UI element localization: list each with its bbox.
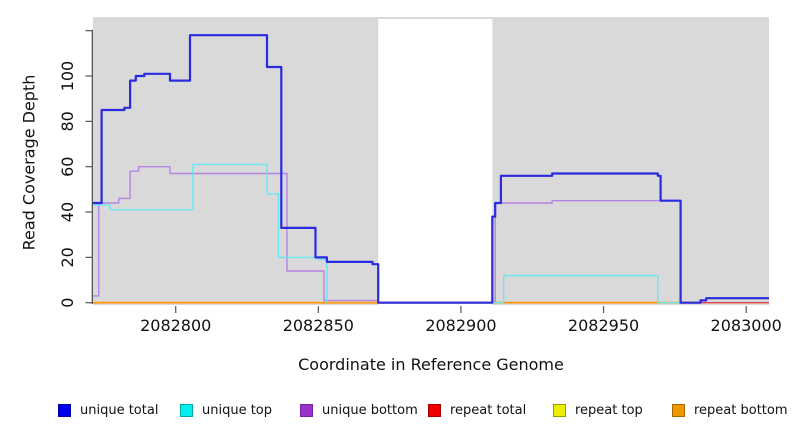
legend-item-repeat-bottom: repeat bottom — [672, 402, 788, 418]
x-tick-label: 2082850 — [283, 316, 354, 335]
legend-swatch-icon — [300, 403, 313, 417]
legend-item-unique-top: unique top — [180, 402, 272, 418]
y-axis-title: Read Coverage Depth — [19, 74, 39, 251]
legend-item-unique-total: unique total — [58, 402, 158, 418]
legend-label: unique total — [80, 402, 159, 418]
legend-item-repeat-total: repeat total — [428, 402, 526, 418]
legend-item-repeat-top: repeat top — [553, 402, 643, 418]
legend-swatch-icon — [428, 403, 441, 417]
legend-swatch-icon — [58, 403, 71, 417]
legend-label: repeat top — [575, 402, 643, 418]
legend-label: repeat total — [450, 402, 527, 418]
x-tick-label: 2082800 — [140, 316, 211, 335]
legend-item-unique-bottom: unique bottom — [300, 402, 418, 418]
legend: unique total unique top unique bottom repea… — [0, 402, 792, 422]
series-unique-total — [93, 34, 769, 304]
x-tick-label: 2082950 — [568, 316, 639, 335]
x-tick-label: 2083000 — [711, 316, 782, 335]
plot-area: 0 20 40 60 80 100 2082800 2082850 2082900 2082950… — [58, 17, 782, 335]
uncovered-region — [378, 19, 493, 305]
legend-swatch-icon — [553, 403, 566, 417]
legend-swatch-icon — [180, 403, 193, 417]
legend-label: unique top — [202, 402, 273, 418]
legend-label: unique bottom — [322, 402, 418, 418]
y-tick-label: 80 — [58, 111, 77, 131]
y-tick-label: 40 — [58, 202, 77, 222]
legend-swatch-icon — [672, 403, 685, 417]
y-tick-label: 20 — [58, 247, 77, 267]
y-tick-label: 60 — [58, 157, 77, 177]
legend-label: repeat bottom — [694, 402, 788, 418]
series-unique-top — [93, 163, 681, 304]
y-tick-label: 0 — [58, 298, 77, 308]
x-axis-title: Coordinate in Reference Genome — [298, 355, 564, 374]
y-tick-label: 100 — [58, 61, 77, 92]
x-tick-label: 2082900 — [425, 316, 496, 335]
